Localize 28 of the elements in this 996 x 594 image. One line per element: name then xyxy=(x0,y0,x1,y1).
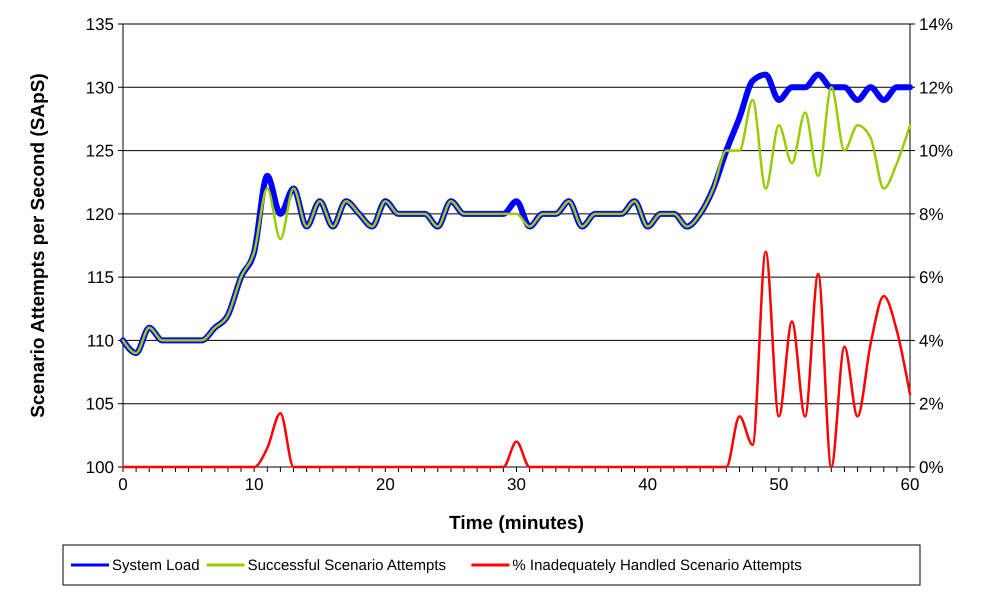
legend-label: System Load xyxy=(112,557,200,574)
y-tick-label: 105 xyxy=(86,394,114,414)
y2-tick-label: 0% xyxy=(919,458,944,477)
y2-tick-label: 12% xyxy=(919,78,954,98)
y-axis-title: Scenario Attempts per Second (SApS) xyxy=(28,73,49,418)
x-axis-title: Time (minutes) xyxy=(449,513,584,534)
y2-tick-label: 14% xyxy=(919,15,954,34)
legend-label: Successful Scenario Attempts xyxy=(248,557,446,574)
y-tick-label: 135 xyxy=(86,15,114,34)
x-tick-label: 50 xyxy=(769,475,788,494)
y-tick-label: 120 xyxy=(86,204,114,224)
x-tick-label: 30 xyxy=(507,475,526,494)
y2-tick-label: 6% xyxy=(919,268,944,288)
y-tick-label: 115 xyxy=(86,268,114,288)
x-tick-label: 20 xyxy=(376,475,395,494)
legend-label: % Inadequately Handled Scenario Attempts xyxy=(512,557,802,574)
x-tick-label: 0 xyxy=(118,475,128,494)
y2-tick-label: 2% xyxy=(919,394,944,414)
x-tick-label: 40 xyxy=(638,475,658,494)
x-tick-label: 60 xyxy=(900,475,920,494)
y-tick-label: 130 xyxy=(86,78,114,98)
y-tick-label: 100 xyxy=(86,458,114,477)
x-tick-label: 10 xyxy=(244,475,264,494)
y-tick-label: 125 xyxy=(86,142,114,161)
y2-tick-label: 4% xyxy=(919,331,944,350)
y2-tick-label: 8% xyxy=(919,204,944,224)
y2-tick-label: 10% xyxy=(919,142,954,161)
y-tick-label: 110 xyxy=(86,331,114,350)
